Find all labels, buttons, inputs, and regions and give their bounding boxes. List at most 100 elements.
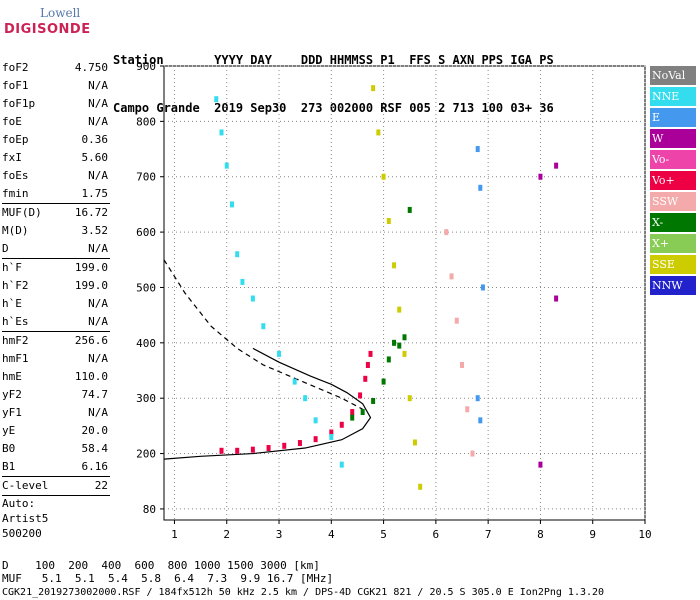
param-key: B0 — [2, 442, 16, 455]
muf-row: MUF 5.1 5.1 5.4 5.8 6.4 7.3 9.9 16.7 [MH… — [2, 572, 334, 585]
data-point-NNE — [229, 201, 234, 208]
param-row: foEs N/A — [2, 167, 110, 185]
data-point-NNE — [261, 323, 266, 330]
parameter-panel: foF2 4.750 foF1 N/A foF1p N/A foE N/A foEp 0.36 fx… — [2, 59, 110, 541]
y-tick-label: 80 — [143, 503, 156, 516]
param-value: N/A — [88, 97, 108, 110]
legend-item: E — [650, 108, 696, 127]
data-point-SSW — [444, 229, 449, 236]
x-tick-label: 1 — [171, 528, 178, 541]
data-point-X- — [371, 397, 376, 404]
param-value: 3.52 — [81, 224, 109, 237]
param-value: N/A — [88, 169, 108, 182]
y-tick-label: 200 — [136, 448, 156, 461]
data-point-SSE — [397, 306, 402, 313]
data-point-NNE — [224, 162, 229, 169]
param-row: h`F 199.0 — [2, 259, 110, 277]
data-point-Vo+ — [282, 442, 287, 449]
data-point-SSE — [381, 173, 386, 180]
param-row: foE N/A — [2, 113, 110, 131]
param-key: foF1 — [2, 79, 29, 92]
param-value: N/A — [88, 297, 108, 310]
param-row: M(D) 3.52 — [2, 222, 110, 240]
param-value: 199.0 — [74, 261, 108, 274]
y-tick-label: 400 — [136, 337, 156, 350]
data-point-Vo+ — [358, 392, 363, 399]
data-point-Vo+ — [235, 447, 240, 454]
logo-digisonde-text: DIGISONDE — [4, 22, 91, 37]
data-point-NNE — [329, 433, 334, 440]
param-key: C-level — [2, 479, 49, 492]
x-tick-label: 6 — [433, 528, 440, 541]
param-row: h`Es N/A — [2, 313, 110, 331]
data-point-X- — [386, 356, 391, 363]
data-point-E — [475, 146, 480, 153]
param-value: 110.0 — [74, 370, 108, 383]
param-row: B1 6.16 — [2, 458, 110, 476]
param-row: foF2 4.750 — [2, 59, 110, 77]
data-point-NNE — [240, 278, 245, 285]
legend-item: W — [650, 129, 696, 148]
logo-lowell-text: Lowell — [40, 6, 81, 20]
autoscaling-line: 500200 — [2, 527, 42, 540]
y-tick-label: 300 — [136, 392, 156, 405]
data-point-SSW — [454, 317, 459, 324]
file-info-row: CGK21_2019273002000.RSF / 184fx512h 50 k… — [2, 587, 605, 598]
y-tick-label: 700 — [136, 171, 156, 184]
param-row: fmin 1.75 — [2, 185, 110, 203]
param-key: MUF(D) — [2, 206, 42, 219]
data-point-X- — [407, 206, 412, 213]
data-point-W — [554, 295, 559, 302]
param-row: h`E N/A — [2, 295, 110, 313]
data-point-W — [554, 162, 559, 169]
data-point-SSW — [449, 273, 454, 280]
profile-solid-curve — [163, 347, 372, 460]
param-value: 58.4 — [81, 442, 109, 455]
param-separator — [2, 495, 110, 496]
param-value: 256.6 — [74, 334, 108, 347]
param-row: yF1 N/A — [2, 404, 110, 422]
param-key: fmin — [2, 187, 29, 200]
data-point-SSE — [386, 218, 391, 225]
x-tick-label: 8 — [537, 528, 544, 541]
param-key: foEs — [2, 169, 29, 182]
data-point-SSE — [392, 262, 397, 269]
param-value: 22 — [94, 479, 108, 492]
param-value: 20.0 — [81, 424, 109, 437]
param-key: hmF1 — [2, 352, 29, 365]
data-point-W — [538, 173, 543, 180]
data-point-Vo+ — [329, 429, 334, 436]
param-key: D — [2, 242, 9, 255]
param-row: C-level 22 — [2, 477, 110, 495]
legend-item: NNE — [650, 87, 696, 106]
y-tick-label: 500 — [136, 281, 156, 294]
data-point-SSE — [418, 483, 423, 490]
param-key: h`Es — [2, 315, 29, 328]
data-point-W — [538, 461, 543, 468]
param-key: foF1p — [2, 97, 36, 110]
legend-item: Vo+ — [650, 171, 696, 190]
data-point-X- — [397, 342, 402, 349]
data-point-NNE — [303, 395, 308, 402]
data-point-SSW — [465, 406, 470, 413]
param-value: 1.75 — [81, 187, 109, 200]
param-value: N/A — [88, 406, 108, 419]
x-tick-label: 9 — [589, 528, 596, 541]
legend-item: SSE — [650, 255, 696, 274]
data-point-NNE — [235, 251, 240, 258]
header-labels-row: Station YYYY DAY DDD HHMMSS P1 FFS S AXN… — [113, 53, 554, 67]
param-key: foF2 — [2, 61, 29, 74]
data-point-Vo+ — [313, 436, 318, 443]
param-value: N/A — [88, 115, 108, 128]
param-key: hmF2 — [2, 334, 29, 347]
param-value: N/A — [88, 79, 108, 92]
x-tick-label: 10 — [638, 528, 651, 541]
param-key: yF2 — [2, 388, 22, 401]
param-key: yE — [2, 424, 16, 437]
data-point-NNE — [313, 417, 318, 424]
x-tick-label: 3 — [276, 528, 283, 541]
legend-item: X- — [650, 213, 696, 232]
param-value: 6.16 — [81, 460, 109, 473]
param-value: 0.36 — [81, 133, 109, 146]
data-point-NNE — [339, 461, 344, 468]
